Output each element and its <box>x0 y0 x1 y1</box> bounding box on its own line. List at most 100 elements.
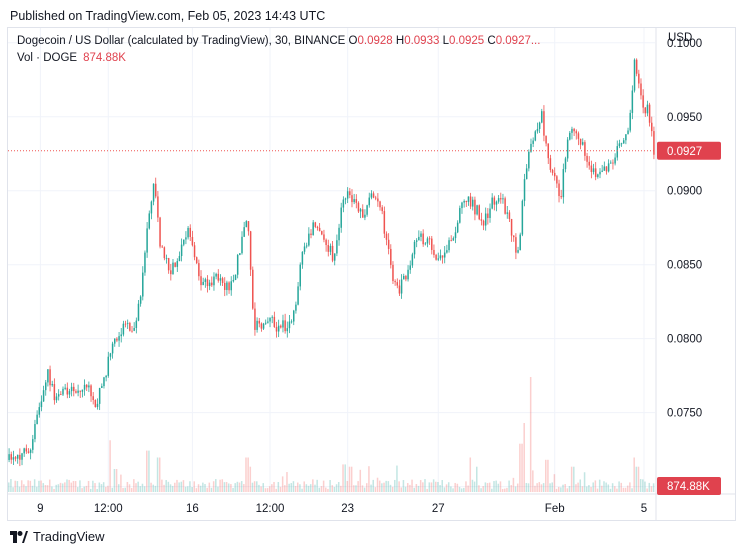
volume-bar <box>409 484 411 492</box>
volume-bar <box>223 482 226 492</box>
candle-body <box>269 317 271 322</box>
volume-bar <box>456 483 459 492</box>
volume-bar <box>428 482 431 492</box>
candle-body <box>469 196 472 207</box>
candle-body <box>351 195 353 203</box>
volume-bar <box>312 479 314 492</box>
candle-body <box>19 454 21 460</box>
volume-bar <box>547 459 549 492</box>
candle-body <box>98 388 101 404</box>
candle-body <box>245 221 248 228</box>
candle-body <box>154 183 157 197</box>
currency-label: USD <box>668 32 693 44</box>
volume-bar <box>243 484 245 492</box>
candle-body <box>90 385 92 397</box>
candle-body <box>424 243 427 245</box>
candle-body <box>174 262 176 267</box>
candle-body <box>73 386 75 392</box>
candle-body <box>40 401 43 408</box>
candle-body <box>282 320 284 328</box>
volume-bar <box>512 477 515 492</box>
tradingview-brand[interactable]: TradingView <box>10 529 105 544</box>
volume-bar <box>77 487 79 492</box>
candle-body <box>204 279 207 282</box>
volume-bar <box>385 480 387 492</box>
candle-body <box>327 245 330 252</box>
volume-bar <box>210 487 213 492</box>
volume-bar <box>258 484 260 492</box>
candle-body <box>49 369 51 386</box>
y-tick-label: 0.0950 <box>667 112 702 124</box>
candle-body <box>590 165 593 173</box>
candle-body <box>508 212 511 220</box>
volume-bar <box>253 481 256 492</box>
volume-bar <box>450 486 452 492</box>
volume-bar <box>329 480 331 492</box>
candle-body <box>571 128 573 133</box>
volume-bar <box>322 480 325 492</box>
volume-bar <box>527 483 530 492</box>
candle-body <box>126 322 129 324</box>
volume-bar <box>469 457 472 492</box>
volume-bar <box>87 480 90 492</box>
volume-bar <box>357 481 359 492</box>
volume-bar <box>167 481 170 492</box>
volume-bar <box>318 487 321 492</box>
volume-bar <box>370 484 372 492</box>
volume-bar <box>105 486 107 492</box>
candle-body <box>366 205 368 215</box>
candle-body <box>217 273 220 281</box>
candle-body <box>208 282 211 287</box>
candle-body <box>312 222 314 235</box>
volume-bar <box>374 487 377 492</box>
candle-body <box>295 304 297 311</box>
volume-bar <box>212 481 215 492</box>
candle-body <box>27 451 30 453</box>
candle-body <box>139 296 142 304</box>
volume-bar <box>217 486 219 492</box>
candle-body <box>329 245 332 252</box>
high-value: 0.0933 <box>404 35 440 47</box>
candle-body <box>625 134 627 141</box>
x-tick-label: 12:00 <box>94 503 123 515</box>
candle-body <box>305 245 308 247</box>
volume-bar <box>581 486 584 492</box>
candle-body <box>105 375 107 378</box>
candle-body <box>51 384 53 386</box>
volume-bar <box>206 487 208 492</box>
candle-body <box>55 396 58 401</box>
candle-body <box>588 161 590 166</box>
candle-body <box>8 454 10 460</box>
volume-bar <box>575 484 577 492</box>
volume-bar <box>348 466 351 492</box>
volume-bar <box>635 466 638 492</box>
candle-body <box>226 282 228 290</box>
volume-bar <box>344 464 346 492</box>
volume-bar <box>184 486 187 492</box>
symbol-name: Dogecoin / US Dollar (calculated by Trad… <box>17 35 346 47</box>
candle-body <box>342 199 345 208</box>
volume-bar <box>10 479 12 492</box>
candle-body <box>213 276 215 286</box>
candle-body <box>405 276 407 280</box>
volume-bar <box>85 485 88 492</box>
volume-bar <box>182 480 185 492</box>
candle-body <box>165 258 168 259</box>
candle-body <box>85 384 88 388</box>
x-tick-label: Feb <box>545 503 565 515</box>
published-caption: Published on TradingView.com, Feb 05, 20… <box>10 9 326 23</box>
candle-body <box>202 281 204 286</box>
volume-bar <box>622 487 625 492</box>
candle-body <box>234 274 237 280</box>
volume-bar <box>64 482 66 492</box>
candle-body <box>564 158 567 170</box>
candle-body <box>284 320 286 332</box>
candle-body <box>452 238 455 241</box>
volume-bar <box>146 450 148 492</box>
volume-bar <box>614 486 616 492</box>
volume-bar <box>391 486 394 492</box>
candle-body <box>79 390 82 392</box>
volume-bar <box>204 484 206 492</box>
volume-bar <box>616 488 618 492</box>
